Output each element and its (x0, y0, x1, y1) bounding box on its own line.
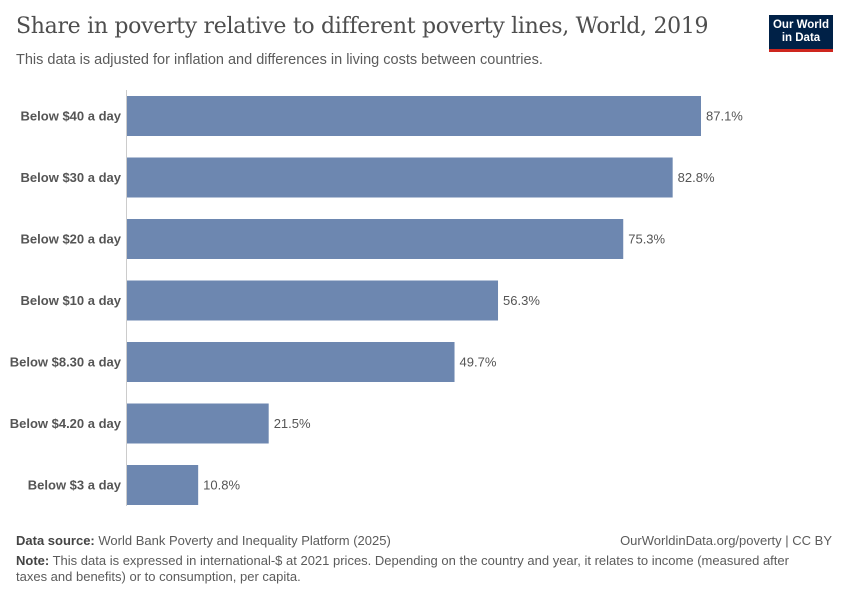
note: Note: This data is expressed in internat… (16, 553, 816, 585)
value-label: 49.7% (460, 355, 497, 370)
value-label: 87.1% (706, 109, 743, 124)
bar[interactable] (127, 219, 624, 259)
value-label: 75.3% (628, 232, 665, 247)
bar[interactable] (127, 157, 673, 198)
logo-line1: Our World (772, 19, 829, 31)
category-label: Below $40 a day (21, 109, 122, 124)
value-label: 56.3% (503, 293, 540, 308)
bar[interactable] (127, 96, 701, 136)
value-label: 82.8% (678, 170, 715, 185)
data-source: Data source: World Bank Poverty and Ineq… (16, 533, 391, 548)
value-label: 21.5% (274, 416, 311, 431)
category-label: Below $20 a day (21, 232, 122, 247)
chart-subtitle: This data is adjusted for inflation and … (16, 52, 543, 68)
category-label: Below $10 a day (21, 293, 122, 308)
category-label: Below $8.30 a day (10, 355, 122, 370)
bar[interactable] (127, 280, 499, 321)
value-label: 10.8% (203, 478, 240, 493)
source-text[interactable]: World Bank Poverty and Inequality Platfo… (98, 533, 391, 548)
logo-line2: in Data (781, 32, 821, 44)
chart-title: Share in poverty relative to different p… (16, 14, 709, 39)
source-label: Data source: (16, 533, 95, 548)
source-url[interactable]: OurWorldinData.org/poverty | CC BY (620, 533, 832, 548)
bar[interactable] (127, 465, 199, 505)
owid-logo[interactable]: Our World in Data (769, 15, 833, 52)
category-label: Below $30 a day (21, 170, 122, 185)
category-label: Below $3 a day (28, 478, 122, 493)
category-label: Below $4.20 a day (10, 416, 122, 431)
note-text: This data is expressed in international-… (16, 553, 789, 584)
bar[interactable] (127, 342, 455, 382)
bar[interactable] (127, 403, 269, 444)
note-label: Note: (16, 553, 50, 568)
